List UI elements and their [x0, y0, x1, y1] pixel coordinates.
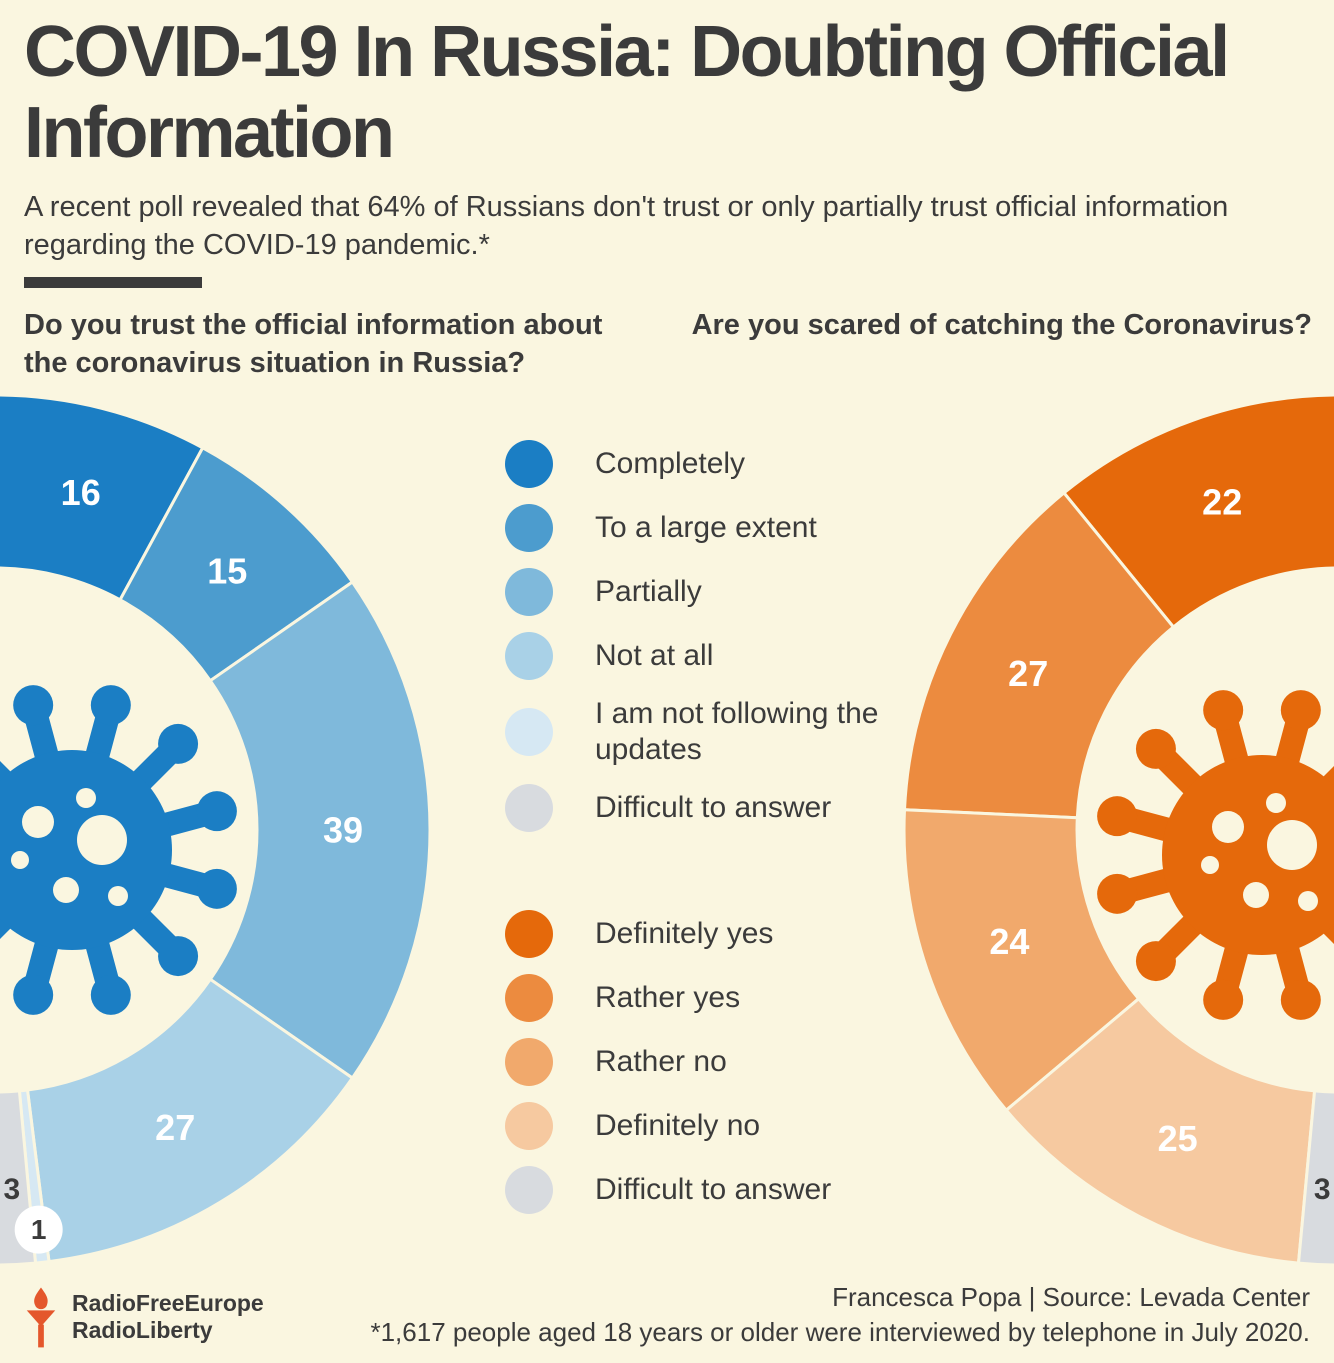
credit-note: *1,617 people aged 18 years or older wer…: [370, 1317, 1310, 1348]
virus-spike-knob: [196, 791, 237, 832]
coronavirus-icon: [1097, 690, 1334, 1020]
legend-label: I am not following the updates: [595, 697, 879, 766]
credit-source: Francesca Popa | Source: Levada Center: [832, 1282, 1310, 1312]
donut-slice-not-at-all: [25, 977, 355, 1264]
virus-pore: [11, 851, 29, 869]
virus-body: [1162, 755, 1334, 955]
legend-label: Difficult to answer: [595, 791, 832, 824]
rferl-logo-text: RadioFreeEurope RadioLiberty: [72, 1290, 264, 1344]
legend-label: Difficult to answer: [595, 1173, 832, 1206]
title-divider-bar: [24, 277, 202, 288]
legend-item-definitely-no: Definitely no: [505, 1102, 895, 1150]
legend-swatch-definitely-yes: [505, 910, 553, 958]
page-subtitle: A recent poll revealed that 64% of Russi…: [24, 191, 1229, 262]
virus-pore: [1267, 820, 1317, 870]
legend-swatch-difficult-to-answer: [505, 1166, 553, 1214]
legend-item-definitely-yes: Definitely yes: [505, 910, 895, 958]
legend-item-i-am-not-following-the-updates: I am not following the updates: [505, 696, 895, 768]
virus-pore: [53, 877, 79, 903]
legend-item-rather-yes: Rather yes: [505, 974, 895, 1022]
slice-value-label-rather-yes: 27: [1008, 653, 1048, 694]
legend-swatch-difficult-to-answer: [505, 784, 553, 832]
virus-pore: [77, 815, 127, 865]
virus-spike-knob: [1203, 979, 1244, 1020]
slice-value-label-completely: 16: [61, 472, 101, 513]
virus-spike-knob: [1097, 796, 1138, 837]
virus-spike-knob: [158, 723, 199, 764]
legend-swatch-not-at-all: [505, 632, 553, 680]
virus-spike-knob: [1097, 873, 1138, 914]
virus-spike-knob: [1203, 690, 1244, 731]
legend-item-difficult-to-answer: Difficult to answer: [505, 1166, 895, 1214]
virus-spike-knob: [90, 685, 131, 726]
slice-value-label-difficult-to-answer: 3: [3, 1173, 20, 1206]
legend-swatch-completely: [505, 440, 553, 488]
virus-pore: [1201, 856, 1219, 874]
slice-value-label-definitely-yes: 22: [1202, 482, 1242, 523]
virus-pore: [108, 886, 128, 906]
virus-spike-knob: [1135, 728, 1176, 769]
legend-item-difficult-to-answer: Difficult to answer: [505, 784, 895, 832]
question-scared: Are you scared of catching the Coronavir…: [691, 309, 1312, 341]
legend-item-partially: Partially: [505, 568, 895, 616]
legend-label: Not at all: [595, 639, 714, 672]
virus-pore: [76, 788, 96, 808]
legend-swatch-i-am-not-following-the-updates: [505, 708, 553, 756]
legend-item-rather-no: Rather no: [505, 1038, 895, 1086]
virus-spike-knob: [90, 974, 131, 1015]
donut-slice-rather-yes: [902, 490, 1176, 820]
virus-pore: [1298, 891, 1318, 911]
page-title: COVID-19 In Russia: Doubting Official In…: [24, 12, 1230, 174]
donut-chart-left: 16 15 39 27 13: [0, 393, 432, 1267]
legend-swatch-partially: [505, 568, 553, 616]
rferl-logo: RadioFreeEurope RadioLiberty: [22, 1286, 264, 1348]
virus-spike-knob: [13, 974, 54, 1015]
legend-item-to-a-large-extent: To a large extent: [505, 504, 895, 552]
virus-spike-knob: [1280, 690, 1321, 731]
virus-spike-knob: [158, 936, 199, 977]
slice-value-label-to-a-large-extent: 15: [207, 550, 247, 591]
legend-swatch-rather-no: [505, 1038, 553, 1086]
logo-line-1: RadioFreeEurope: [72, 1289, 264, 1316]
legend-label: To a large extent: [595, 511, 817, 544]
rferl-logo-icon: [26, 1287, 56, 1348]
legend-label: Completely: [595, 447, 746, 480]
slice-value-label-partially: 39: [323, 810, 363, 851]
virus-pore: [22, 806, 54, 838]
legend-swatch-rather-yes: [505, 974, 553, 1022]
legend-label: Rather yes: [595, 981, 741, 1014]
legend-swatch-to-a-large-extent: [505, 504, 553, 552]
legend-item-not-at-all: Not at all: [505, 632, 895, 680]
slice-value-label-i-am-not-following-the-updates: 1: [31, 1214, 47, 1245]
slice-value-label-rather-no: 24: [989, 921, 1029, 962]
virus-spike-knob: [1280, 979, 1321, 1020]
legend-label: Definitely yes: [595, 917, 774, 950]
virus-spike-knob: [1135, 941, 1176, 982]
donut-chart-right: 22 27 24 25 3: [902, 393, 1334, 1267]
question-trust: Do you trust the official information ab…: [24, 309, 603, 380]
donut-slice-partially: [208, 579, 432, 1081]
virus-pore: [1212, 811, 1244, 843]
legend-label: Rather no: [595, 1045, 727, 1078]
virus-pore: [1266, 793, 1286, 813]
coronavirus-icon: [0, 685, 237, 1015]
slice-value-badge: [14, 1205, 63, 1254]
slice-value-label-not-at-all: 27: [155, 1107, 195, 1148]
virus-pore: [1243, 882, 1269, 908]
slice-value-label-difficult-to-answer: 3: [1314, 1173, 1331, 1206]
legend-trust: Completely To a large extent Partially Not …: [505, 440, 895, 832]
legend-swatch-definitely-no: [505, 1102, 553, 1150]
donut-slice-difficult-to-answer: [1296, 1089, 1334, 1267]
credits: Francesca Popa | Source: Levada Center *…: [370, 1280, 1310, 1350]
legend-scared: Definitely yes Rather yes Rather no Definit…: [505, 910, 895, 1214]
virus-spike-knob: [13, 685, 54, 726]
legend-item-completely: Completely: [505, 440, 895, 488]
legend-label: Partially: [595, 575, 702, 608]
legend-label: Definitely no: [595, 1109, 761, 1142]
slice-value-label-definitely-no: 25: [1158, 1118, 1198, 1159]
logo-line-2: RadioLiberty: [72, 1317, 213, 1343]
virus-spike-knob: [196, 868, 237, 909]
